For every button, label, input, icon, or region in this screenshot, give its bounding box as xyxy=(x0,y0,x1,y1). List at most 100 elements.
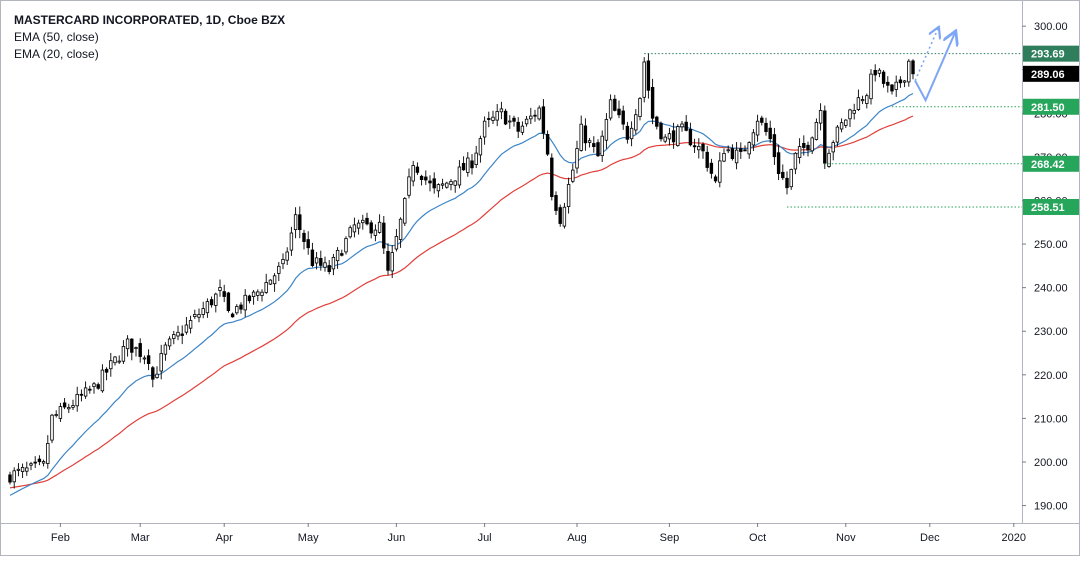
candle xyxy=(298,206,302,239)
candle xyxy=(12,467,16,489)
candle xyxy=(41,459,46,467)
candle xyxy=(264,273,268,294)
candle xyxy=(814,118,819,141)
candle xyxy=(793,152,798,175)
candle xyxy=(554,191,558,216)
candle xyxy=(520,121,525,136)
candle xyxy=(260,289,264,302)
candle xyxy=(844,119,848,128)
candle xyxy=(789,168,793,190)
candle xyxy=(209,296,214,308)
candle xyxy=(684,115,688,132)
candle xyxy=(579,115,583,152)
candle xyxy=(667,127,672,146)
x-tick-label: Nov xyxy=(836,532,856,544)
y-tick-label: 210.00 xyxy=(1034,413,1068,425)
candle xyxy=(823,105,827,169)
candle xyxy=(881,70,886,88)
candle xyxy=(604,113,609,149)
candle xyxy=(239,302,243,314)
candle xyxy=(382,215,386,254)
candle xyxy=(638,96,642,121)
candle xyxy=(285,247,289,265)
candle xyxy=(377,214,382,234)
candle xyxy=(8,471,12,485)
candle xyxy=(117,355,121,365)
time-axis[interactable]: Feb Mar Apr May Jun Jul Aug Sep Oct Nov Dec 2020 xyxy=(51,523,1026,544)
x-tick-label: May xyxy=(298,532,319,544)
x-tick-label: Apr xyxy=(216,532,233,544)
indicator-ema20[interactable]: EMA (20, close) xyxy=(14,47,99,61)
candle xyxy=(323,256,327,272)
x-tick-label: Mar xyxy=(131,532,150,544)
candle xyxy=(314,252,319,270)
candle xyxy=(361,214,365,230)
y-tick-label: 200.00 xyxy=(1034,457,1068,469)
candle xyxy=(466,152,470,177)
candle xyxy=(688,122,693,147)
candle xyxy=(499,101,504,120)
candle xyxy=(907,59,911,87)
candle xyxy=(83,381,88,399)
candle xyxy=(730,144,735,161)
candle xyxy=(566,177,571,214)
candle xyxy=(25,461,29,476)
candle xyxy=(104,367,109,381)
y-tick-label: 220.00 xyxy=(1034,370,1068,382)
candle xyxy=(562,202,567,229)
candle xyxy=(92,382,96,394)
candle xyxy=(138,338,142,363)
candle xyxy=(671,122,676,149)
candle xyxy=(390,244,394,279)
candle xyxy=(495,104,499,127)
y-tick-label: 240.00 xyxy=(1034,283,1068,295)
candle xyxy=(613,94,617,112)
candle xyxy=(835,125,840,147)
candle xyxy=(512,115,516,127)
y-tick-label: 230.00 xyxy=(1034,326,1068,338)
candle xyxy=(776,144,781,181)
candle xyxy=(886,76,890,93)
candle xyxy=(50,413,54,444)
candle xyxy=(306,231,310,255)
candle xyxy=(449,179,453,191)
candle xyxy=(130,338,134,361)
candle xyxy=(369,220,373,239)
candle xyxy=(608,94,613,121)
candle xyxy=(188,315,193,334)
candle xyxy=(453,180,457,193)
candle xyxy=(415,162,420,176)
candle xyxy=(201,301,205,319)
candle xyxy=(747,141,751,159)
candle xyxy=(629,121,634,147)
forecast-arrow[interactable] xyxy=(914,33,955,103)
ema20-line[interactable] xyxy=(9,92,914,496)
candle xyxy=(142,355,147,365)
candle xyxy=(739,142,743,159)
candle xyxy=(474,145,478,169)
candle xyxy=(335,247,340,269)
x-tick-label: Oct xyxy=(749,532,766,544)
last-price-label: 289.06 xyxy=(1031,69,1065,81)
x-tick-label: Dec xyxy=(920,532,940,544)
level-label: 281.50 xyxy=(1031,102,1065,114)
level-label-bg xyxy=(1023,155,1079,172)
candle xyxy=(487,111,491,128)
y-tick-label: 190.00 xyxy=(1034,501,1068,513)
candle xyxy=(302,229,306,250)
candle xyxy=(642,57,646,103)
indicator-ema50[interactable]: EMA (50, close) xyxy=(14,30,99,44)
candle xyxy=(256,289,260,301)
candle xyxy=(432,172,436,194)
level-label: 293.69 xyxy=(1031,49,1065,61)
candle xyxy=(58,402,63,422)
candle xyxy=(596,139,600,157)
candles-layer xyxy=(8,52,915,489)
level-label-bg xyxy=(1023,198,1079,215)
candle xyxy=(394,228,399,252)
candle xyxy=(163,342,168,361)
ema50-line[interactable] xyxy=(9,115,914,489)
level-label-bg xyxy=(1023,98,1079,115)
